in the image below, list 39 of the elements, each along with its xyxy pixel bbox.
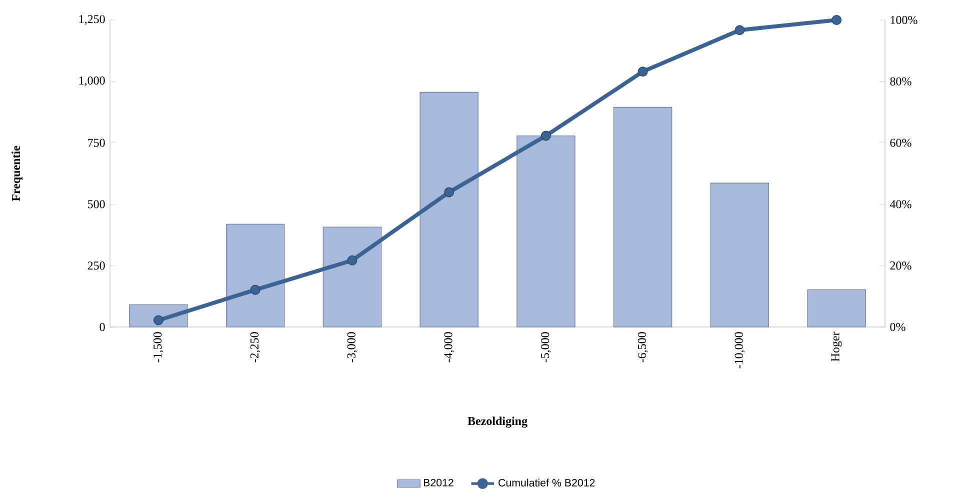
x-tick-label: -5,000 [541,332,551,362]
y2-tick-label: 40% [890,200,912,208]
bar [322,226,382,328]
y-tick-label: 750 [88,138,105,147]
point [153,315,164,326]
y2-tick-label: 20% [890,262,912,270]
y2-tick-label: 80% [890,77,912,86]
x-tick-label: -6,500 [638,332,648,362]
point [832,14,842,25]
y-tick-label: 0 [100,322,105,332]
point [638,66,648,77]
y-tick-label: 250 [88,262,105,270]
point [540,130,551,141]
point [734,25,745,36]
bar [710,182,770,328]
x-tick-label: Hoger [831,332,842,362]
x-tick-label: -1,500 [154,332,164,362]
point [347,255,358,266]
x-tick-label: -10,000 [734,332,745,368]
y2-tick-label: 60% [890,138,912,147]
bar [807,289,866,328]
legend-label: Cumulatief % B2012 [498,478,595,487]
bar [613,106,672,328]
y2-tick-label: 0% [890,322,906,332]
x-tick-label: -3,000 [347,332,358,362]
x-tick-label: -2,250 [250,332,260,362]
y-axis-title: Frequentie [12,146,22,202]
bar [420,92,478,328]
bar [516,136,576,328]
y-tick-label: 500 [88,200,105,208]
x-axis-title: Bezoldiging [468,416,528,428]
y2-tick-label: 100% [890,16,918,24]
legend-label: B2012 [424,478,454,486]
x-tick-label: -4,000 [444,332,454,362]
y-tick-label: 1,250 [79,15,105,25]
y-tick-label: 1,000 [79,76,105,86]
point [250,284,260,295]
bar [226,224,285,328]
point [444,187,454,198]
